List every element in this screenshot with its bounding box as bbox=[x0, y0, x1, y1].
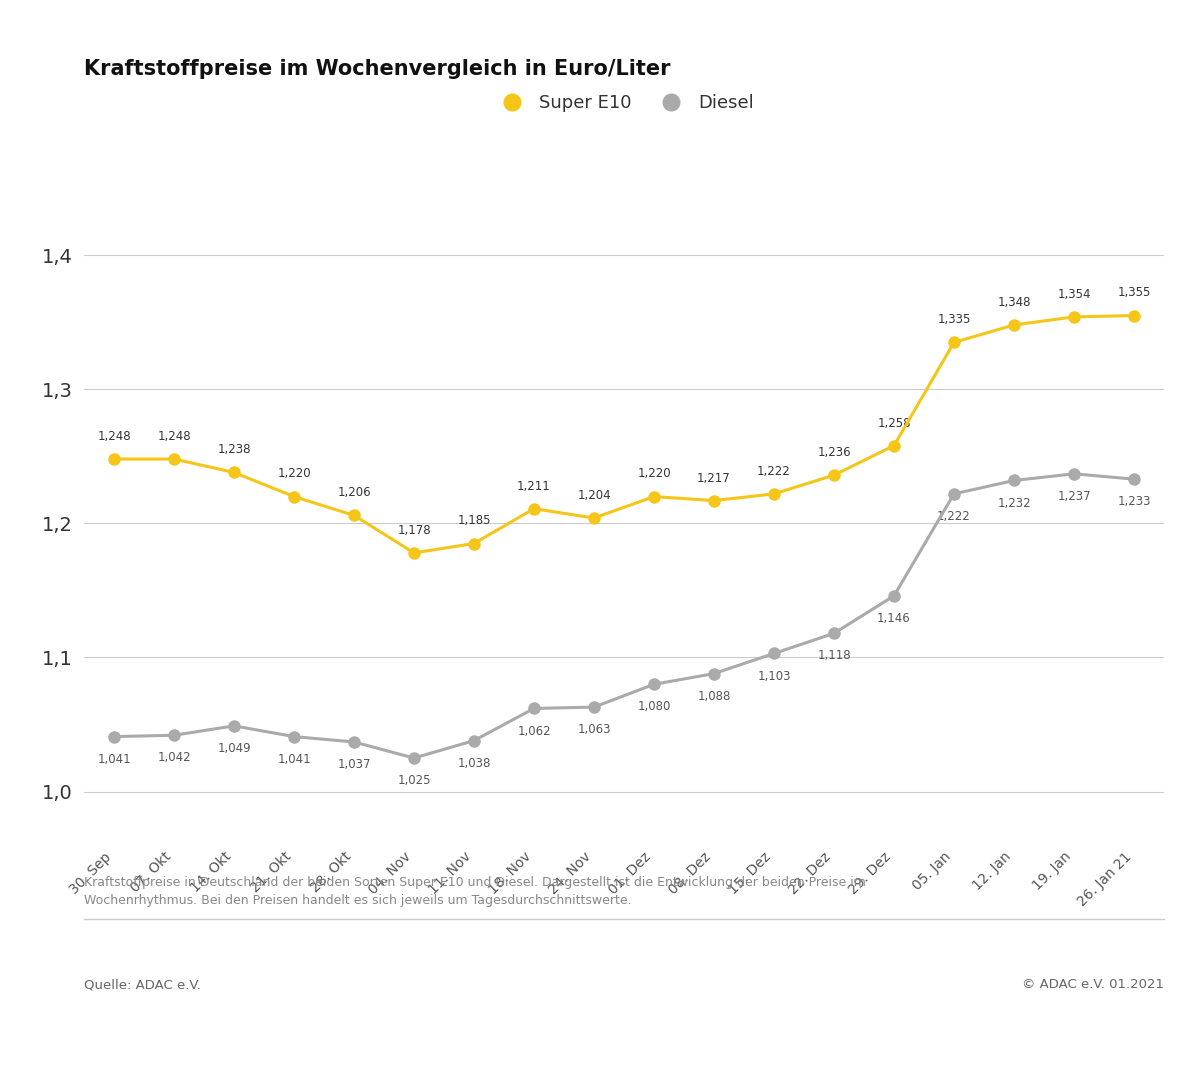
Text: 1,220: 1,220 bbox=[277, 468, 311, 481]
Text: 1,222: 1,222 bbox=[937, 510, 971, 524]
Text: 1,037: 1,037 bbox=[337, 758, 371, 771]
Text: 1,041: 1,041 bbox=[277, 752, 311, 765]
Text: 1,355: 1,355 bbox=[1117, 286, 1151, 300]
Text: 1,233: 1,233 bbox=[1117, 496, 1151, 508]
Text: 1,258: 1,258 bbox=[877, 416, 911, 430]
Text: Kraftstoffpreise in Deutschland der beiden Sorten Super E10 und Diesel. Dargeste: Kraftstoffpreise in Deutschland der beid… bbox=[84, 876, 866, 907]
Text: 1,248: 1,248 bbox=[97, 430, 131, 443]
Text: 1,232: 1,232 bbox=[997, 497, 1031, 510]
Text: 1,041: 1,041 bbox=[97, 752, 131, 765]
Text: 1,354: 1,354 bbox=[1057, 288, 1091, 301]
Text: © ADAC e.V. 01.2021: © ADAC e.V. 01.2021 bbox=[1022, 978, 1164, 991]
Text: 1,236: 1,236 bbox=[817, 446, 851, 459]
Text: 1,080: 1,080 bbox=[637, 701, 671, 714]
Text: 1,211: 1,211 bbox=[517, 479, 551, 492]
Text: 1,038: 1,038 bbox=[457, 757, 491, 770]
Text: Quelle: ADAC e.V.: Quelle: ADAC e.V. bbox=[84, 978, 200, 991]
Text: 1,335: 1,335 bbox=[937, 313, 971, 327]
Text: 1,185: 1,185 bbox=[457, 515, 491, 528]
Text: 1,118: 1,118 bbox=[817, 649, 851, 662]
Text: 1,088: 1,088 bbox=[697, 690, 731, 703]
Text: 1,025: 1,025 bbox=[397, 774, 431, 787]
Text: 1,049: 1,049 bbox=[217, 742, 251, 755]
Text: 1,062: 1,062 bbox=[517, 725, 551, 737]
Legend: Super E10, Diesel: Super E10, Diesel bbox=[487, 87, 761, 119]
Text: 1,217: 1,217 bbox=[697, 472, 731, 485]
Text: 1,348: 1,348 bbox=[997, 296, 1031, 309]
Text: Kraftstoffpreise im Wochenvergleich in Euro/Liter: Kraftstoffpreise im Wochenvergleich in E… bbox=[84, 59, 671, 80]
Text: 1,042: 1,042 bbox=[157, 751, 191, 764]
Text: 1,222: 1,222 bbox=[757, 464, 791, 477]
Text: 1,178: 1,178 bbox=[397, 524, 431, 536]
Text: 1,146: 1,146 bbox=[877, 612, 911, 625]
Text: 1,220: 1,220 bbox=[637, 468, 671, 481]
Text: 1,248: 1,248 bbox=[157, 430, 191, 443]
Text: 1,063: 1,063 bbox=[577, 723, 611, 736]
Text: 1,204: 1,204 bbox=[577, 489, 611, 502]
Text: 1,237: 1,237 bbox=[1057, 490, 1091, 503]
Text: 1,238: 1,238 bbox=[217, 443, 251, 457]
Text: 1,103: 1,103 bbox=[757, 670, 791, 683]
Text: 1,206: 1,206 bbox=[337, 486, 371, 499]
